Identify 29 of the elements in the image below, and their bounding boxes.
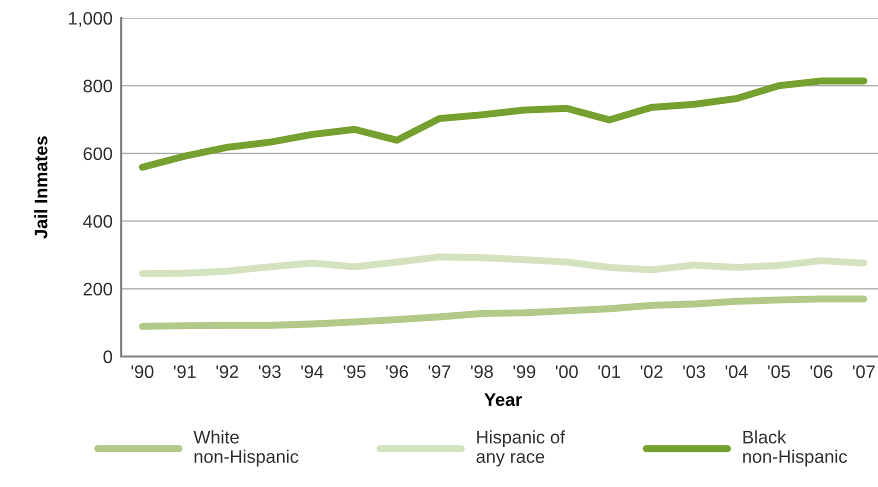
legend-label: White non-Hispanic bbox=[193, 430, 298, 467]
x-tick-label: '03 bbox=[683, 365, 706, 378]
y-tick-label: 1,000 bbox=[69, 12, 112, 27]
x-tick-label: '07 bbox=[852, 365, 875, 378]
x-tick-label: '01 bbox=[598, 365, 620, 378]
x-tick-label: '05 bbox=[768, 365, 790, 378]
x-tick-label: '97 bbox=[428, 365, 450, 378]
y-tick-label: 200 bbox=[84, 282, 112, 296]
y-axis-title: Jail Inmates bbox=[34, 136, 48, 239]
legend-label: Hispanic of any race bbox=[476, 430, 566, 467]
x-tick-label: '96 bbox=[386, 365, 408, 378]
x-tick-label: '94 bbox=[301, 365, 324, 378]
x-axis-title: Year bbox=[484, 393, 522, 406]
x-tick-label: '98 bbox=[471, 365, 493, 378]
x-tick-label: '93 bbox=[258, 365, 281, 378]
legend-label: Black non-Hispanic bbox=[743, 430, 847, 467]
x-tick-label: '99 bbox=[513, 365, 536, 378]
y-tick-label: 400 bbox=[83, 215, 112, 228]
x-tick-label: '02 bbox=[640, 365, 662, 378]
x-tick-label: '91 bbox=[174, 365, 196, 378]
x-tick-label: '95 bbox=[344, 365, 366, 378]
y-tick-label: 600 bbox=[84, 147, 112, 160]
x-tick-label: '04 bbox=[726, 365, 748, 378]
x-tick-label: '92 bbox=[216, 365, 238, 378]
y-tick-label: 0 bbox=[103, 350, 112, 364]
x-tick-label: '06 bbox=[810, 365, 832, 378]
x-tick-label: '90 bbox=[132, 365, 154, 378]
y-tick-label: 800 bbox=[83, 80, 112, 92]
x-tick-label: '00 bbox=[556, 365, 578, 378]
